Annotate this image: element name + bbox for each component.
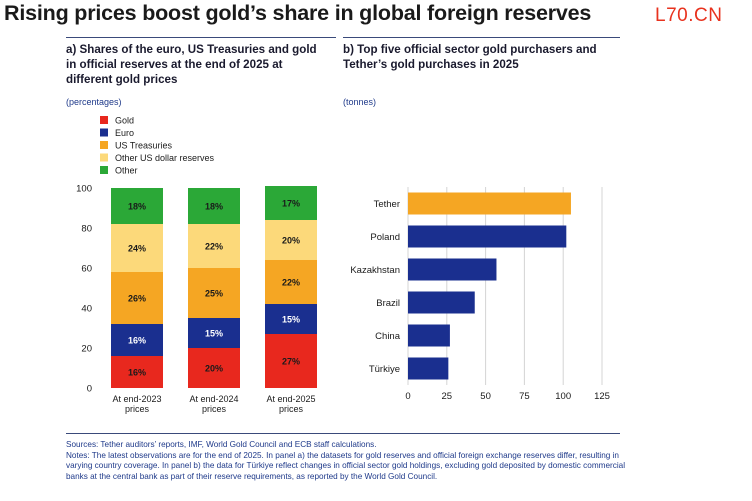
panel-b-category-2: Kazakhstan [350,265,400,276]
panel-a-unit: (percentages) [66,97,122,107]
panel-b-xtick-75: 75 [519,391,530,402]
panel-b-xtick-50: 50 [480,391,491,402]
legend-swatch-3 [100,153,108,162]
panel-b-xtick-0: 0 [405,391,410,402]
bar-0-segment-2 [111,272,163,324]
panel-b-category-1: Poland [370,232,400,243]
panel-b-category-0: Tether [374,199,400,210]
legend-label-4: Other [115,166,138,176]
bar-1-segment-3 [188,224,240,268]
panel-a-title-line-1: a) Shares of the euro, US Treasuries and… [66,43,317,56]
panel-b-xtick-25: 25 [442,391,453,402]
bar-2-label-3: 20% [282,236,300,246]
panel-a-title: a) Shares of the euro, US Treasuries and… [66,42,341,87]
panel-b-top-rule [343,37,620,38]
bar-0-segment-0 [111,356,163,388]
panel-b-bar-4 [408,324,450,347]
panel-b-bar-5 [408,357,449,380]
bar-1-label-3: 22% [205,242,223,252]
bar-2-segment-4 [265,186,317,220]
bar-0-label-3: 24% [128,244,146,254]
bar-2-label-0: 27% [282,357,300,367]
bar-1-segment-0 [188,348,240,388]
sources-note: Sources: Tether auditors’ reports, IMF, … [66,440,377,449]
bar-0-label-2: 26% [128,294,146,304]
legend-swatch-0 [100,116,108,124]
notes-text: Notes: The latest observations are for t… [66,450,626,481]
panel-b-xtick-125: 125 [594,391,610,402]
panel-a-ytick-100: 100 [76,184,92,195]
bar-2-label-2: 22% [282,278,300,288]
legend-label-2: US Treasuries [115,141,173,151]
panel-a-category-2-line-1: prices [279,404,304,414]
panel-a-ytick-0: 0 [87,384,92,395]
bar-1-label-0: 20% [205,364,223,374]
bar-2-segment-1 [265,304,317,334]
panel-a-title-line-3: different gold prices [66,73,178,86]
bar-0-label-4: 18% [128,202,146,212]
panel-b-bar-0 [408,192,571,215]
panel-a-category-0-line-1: prices [125,404,150,414]
panel-a-category-2-line-0: At end-2025 [266,394,315,404]
legend-label-0: Gold [115,116,134,126]
bar-2-label-4: 17% [282,199,300,209]
footnotes: Sources: Tether auditors’ reports, IMF, … [66,440,626,482]
bar-0-segment-1 [111,324,163,356]
panel-b-bar-1 [408,225,567,248]
panel-a-category-0-line-0: At end-2023 [112,394,161,404]
watermark: L70.CN [655,5,723,26]
panel-b-title-line-2: Tether’s gold purchases in 2025 [343,58,519,71]
main-title: Rising prices boost gold’s share in glob… [4,1,592,25]
bar-0-label-0: 16% [128,368,146,378]
panel-a-category-1-line-1: prices [202,404,227,414]
bar-2-label-1: 15% [282,315,300,325]
legend-swatch-2 [100,141,108,149]
panel-b-unit: (tonnes) [343,97,377,107]
panel-a-category-1-line-0: At end-2024 [189,394,238,404]
legend-swatch-4 [100,166,108,174]
panel-a-ytick-80: 80 [81,224,92,235]
panel-b-category-5: Türkiye [369,364,400,375]
bar-1-label-1: 15% [205,329,223,339]
bar-0-segment-4 [111,188,163,224]
panel-a-ytick-40: 40 [81,304,92,315]
bar-1-segment-1 [188,318,240,348]
panel-a-ytick-60: 60 [81,264,92,275]
bar-2-segment-0 [265,334,317,388]
panel-b-bar-3 [408,291,475,314]
legend-label-3: Other US dollar reserves [115,153,215,163]
panel-b-title-line-1: b) Top five official sector gold purchas… [343,43,597,56]
panel-b-title: b) Top five official sector gold purchas… [343,42,628,72]
bar-0-label-1: 16% [128,336,146,346]
panel-b-xtick-100: 100 [555,391,571,402]
legend-swatch-1 [100,128,108,137]
panel-a-top-rule [66,37,336,38]
bar-1-segment-2 [188,268,240,318]
legend-label-1: Euro [115,128,134,138]
bar-2-segment-2 [265,260,317,304]
bar-1-label-4: 18% [205,202,223,212]
bar-2-segment-3 [265,220,317,260]
panel-b-category-3: Brazil [376,298,400,309]
panel-b-category-4: China [375,331,401,342]
footer-rule [66,433,620,434]
bar-1-label-2: 25% [205,289,223,299]
panel-a-title-line-2: in official reserves at the end of 2025 … [66,58,283,71]
bar-1-segment-4 [188,188,240,224]
panel-a-ytick-20: 20 [81,344,92,355]
bar-0-segment-3 [111,224,163,272]
panel-b-bar-2 [408,258,497,281]
